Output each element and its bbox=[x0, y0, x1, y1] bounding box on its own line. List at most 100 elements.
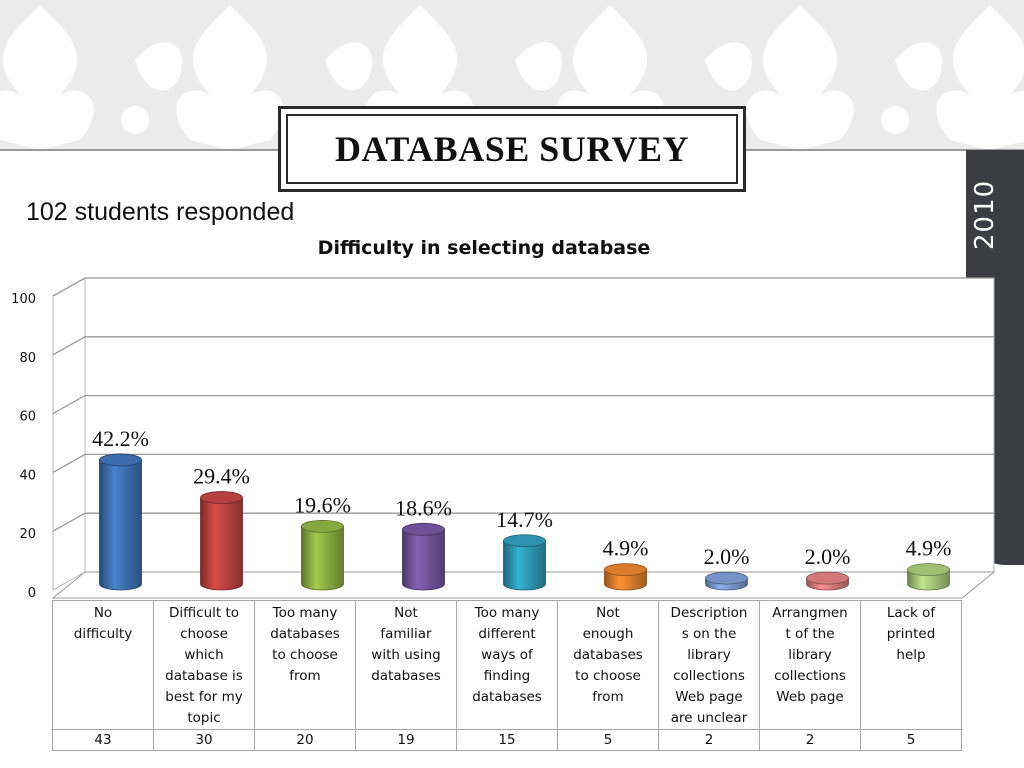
category-label-line: from bbox=[289, 668, 321, 684]
damask-motif bbox=[746, 5, 942, 150]
gridline bbox=[52, 453, 994, 473]
category-label-line: printed bbox=[886, 626, 936, 642]
category-label: Too many databases to choose from bbox=[254, 600, 356, 730]
count-cell: 2 bbox=[759, 729, 861, 751]
data-label: 18.6% bbox=[395, 495, 452, 520]
category-label-line: difficulty bbox=[73, 626, 133, 642]
bar bbox=[200, 491, 243, 591]
category-label-line: different bbox=[478, 626, 536, 642]
category-label-line: from bbox=[592, 689, 624, 705]
category-label-line: databases bbox=[573, 647, 643, 663]
category-label-line: databases bbox=[270, 626, 340, 642]
chart-bars bbox=[99, 453, 950, 591]
category-label-line: Difficult to bbox=[168, 605, 240, 621]
bar bbox=[503, 534, 546, 591]
data-label: 42.2% bbox=[92, 426, 149, 451]
bar bbox=[907, 563, 950, 591]
category-table: No difficulty Difficult to choose which datab… bbox=[52, 600, 962, 751]
category-label-line: enough bbox=[582, 626, 634, 642]
category-label-line: to choose bbox=[272, 647, 338, 663]
data-labels: 42.2% 29.4% 19.6% 18.6% 14.7% 4.9% 2.0% 2.0% 4.9… bbox=[92, 426, 951, 569]
chart-title: Difficulty in selecting database bbox=[317, 237, 651, 259]
slide-title: DATABASE SURVEY bbox=[335, 129, 689, 169]
count-cell: 20 bbox=[254, 729, 356, 751]
category-label-line: Web page bbox=[776, 689, 844, 705]
y-tick-label: 20 bbox=[19, 527, 36, 542]
category-label: Description s on the library collections Web… bbox=[658, 600, 760, 730]
category-label-line: topic bbox=[187, 710, 221, 726]
category-label-line: Too many bbox=[474, 605, 540, 621]
count-row: 43 30 20 19 15 5 2 2 5 bbox=[52, 729, 962, 751]
category-label-line: Not bbox=[394, 605, 418, 621]
category-label-line: collections bbox=[673, 668, 745, 684]
count-cell: 30 bbox=[153, 729, 255, 751]
gridline bbox=[52, 394, 994, 415]
category-label-line: Description bbox=[670, 605, 748, 621]
slide-subtitle: 102 students responded bbox=[26, 198, 295, 226]
category-label-line: help bbox=[896, 647, 926, 663]
category-label: Not enough databases to choose from bbox=[557, 600, 659, 730]
category-label-line: t of the bbox=[785, 626, 835, 642]
y-tick-label: 40 bbox=[19, 468, 36, 483]
count-cell: 19 bbox=[355, 729, 457, 751]
damask-motif bbox=[0, 5, 182, 150]
category-label-line: databases bbox=[472, 689, 542, 705]
data-label: 19.6% bbox=[294, 492, 351, 517]
category-label-line: Too many bbox=[272, 605, 338, 621]
category-label-line: s on the bbox=[681, 626, 737, 642]
title-frame: DATABASE SURVEY bbox=[286, 114, 738, 184]
count-cell: 2 bbox=[658, 729, 760, 751]
data-label: 14.7% bbox=[496, 507, 553, 532]
y-tick-label: 100 bbox=[11, 292, 36, 307]
category-label-row: No difficulty Difficult to choose which datab… bbox=[52, 600, 962, 730]
category-label-line: Arrangmen bbox=[772, 605, 848, 621]
bar bbox=[301, 519, 344, 591]
count-cell: 43 bbox=[52, 729, 154, 751]
bar bbox=[705, 571, 748, 591]
gridline bbox=[52, 277, 994, 297]
bar bbox=[806, 571, 849, 591]
data-label: 4.9% bbox=[603, 536, 649, 561]
data-label: 2.0% bbox=[704, 544, 750, 569]
category-label-line: No bbox=[93, 605, 113, 621]
category-label-line: databases bbox=[371, 668, 441, 684]
category-label-line: finding bbox=[483, 668, 531, 684]
category-label-line: best for my bbox=[165, 689, 243, 705]
category-label-line: choose bbox=[180, 626, 228, 642]
data-label: 29.4% bbox=[193, 464, 250, 489]
count-cell: 15 bbox=[456, 729, 558, 751]
gridline bbox=[52, 512, 994, 532]
category-label: Not familiar with using databases bbox=[355, 600, 457, 730]
category-label: Too many different ways of finding databases bbox=[456, 600, 558, 730]
y-tick-label: 60 bbox=[19, 410, 36, 425]
category-label-line: with using bbox=[371, 647, 441, 663]
category-label-line: ways of bbox=[481, 647, 533, 663]
y-tick-label: 0 bbox=[28, 586, 36, 601]
chart-side-wall bbox=[52, 277, 86, 591]
category-label: No difficulty bbox=[52, 600, 154, 730]
category-label-line: library bbox=[788, 647, 832, 663]
category-label-line: are unclear bbox=[670, 710, 748, 726]
bar bbox=[99, 453, 142, 591]
count-cell: 5 bbox=[557, 729, 659, 751]
y-axis-ticks: 0 20 40 60 80 100 bbox=[11, 292, 36, 601]
category-label: Lack of printed help bbox=[860, 600, 962, 730]
gridline bbox=[52, 336, 994, 356]
category-label: Difficult to choose which database is best f… bbox=[153, 600, 255, 730]
category-label-line: Not bbox=[596, 605, 620, 621]
y-tick-label: 80 bbox=[19, 351, 36, 366]
category-label-line: to choose bbox=[575, 668, 641, 684]
category-label-line: library bbox=[687, 647, 731, 663]
category-label-line: familiar bbox=[380, 626, 432, 642]
category-label-line: Lack of bbox=[886, 605, 936, 621]
category-label: Arrangmen t of the library collections Web p… bbox=[759, 600, 861, 730]
count-cell: 5 bbox=[860, 729, 962, 751]
category-label-line: which bbox=[184, 647, 224, 663]
bar bbox=[402, 522, 445, 591]
data-label: 4.9% bbox=[906, 536, 952, 561]
title-box: DATABASE SURVEY bbox=[278, 106, 746, 192]
bar bbox=[604, 563, 647, 591]
category-label-line: Web page bbox=[675, 689, 743, 705]
damask-motif bbox=[936, 5, 1024, 150]
